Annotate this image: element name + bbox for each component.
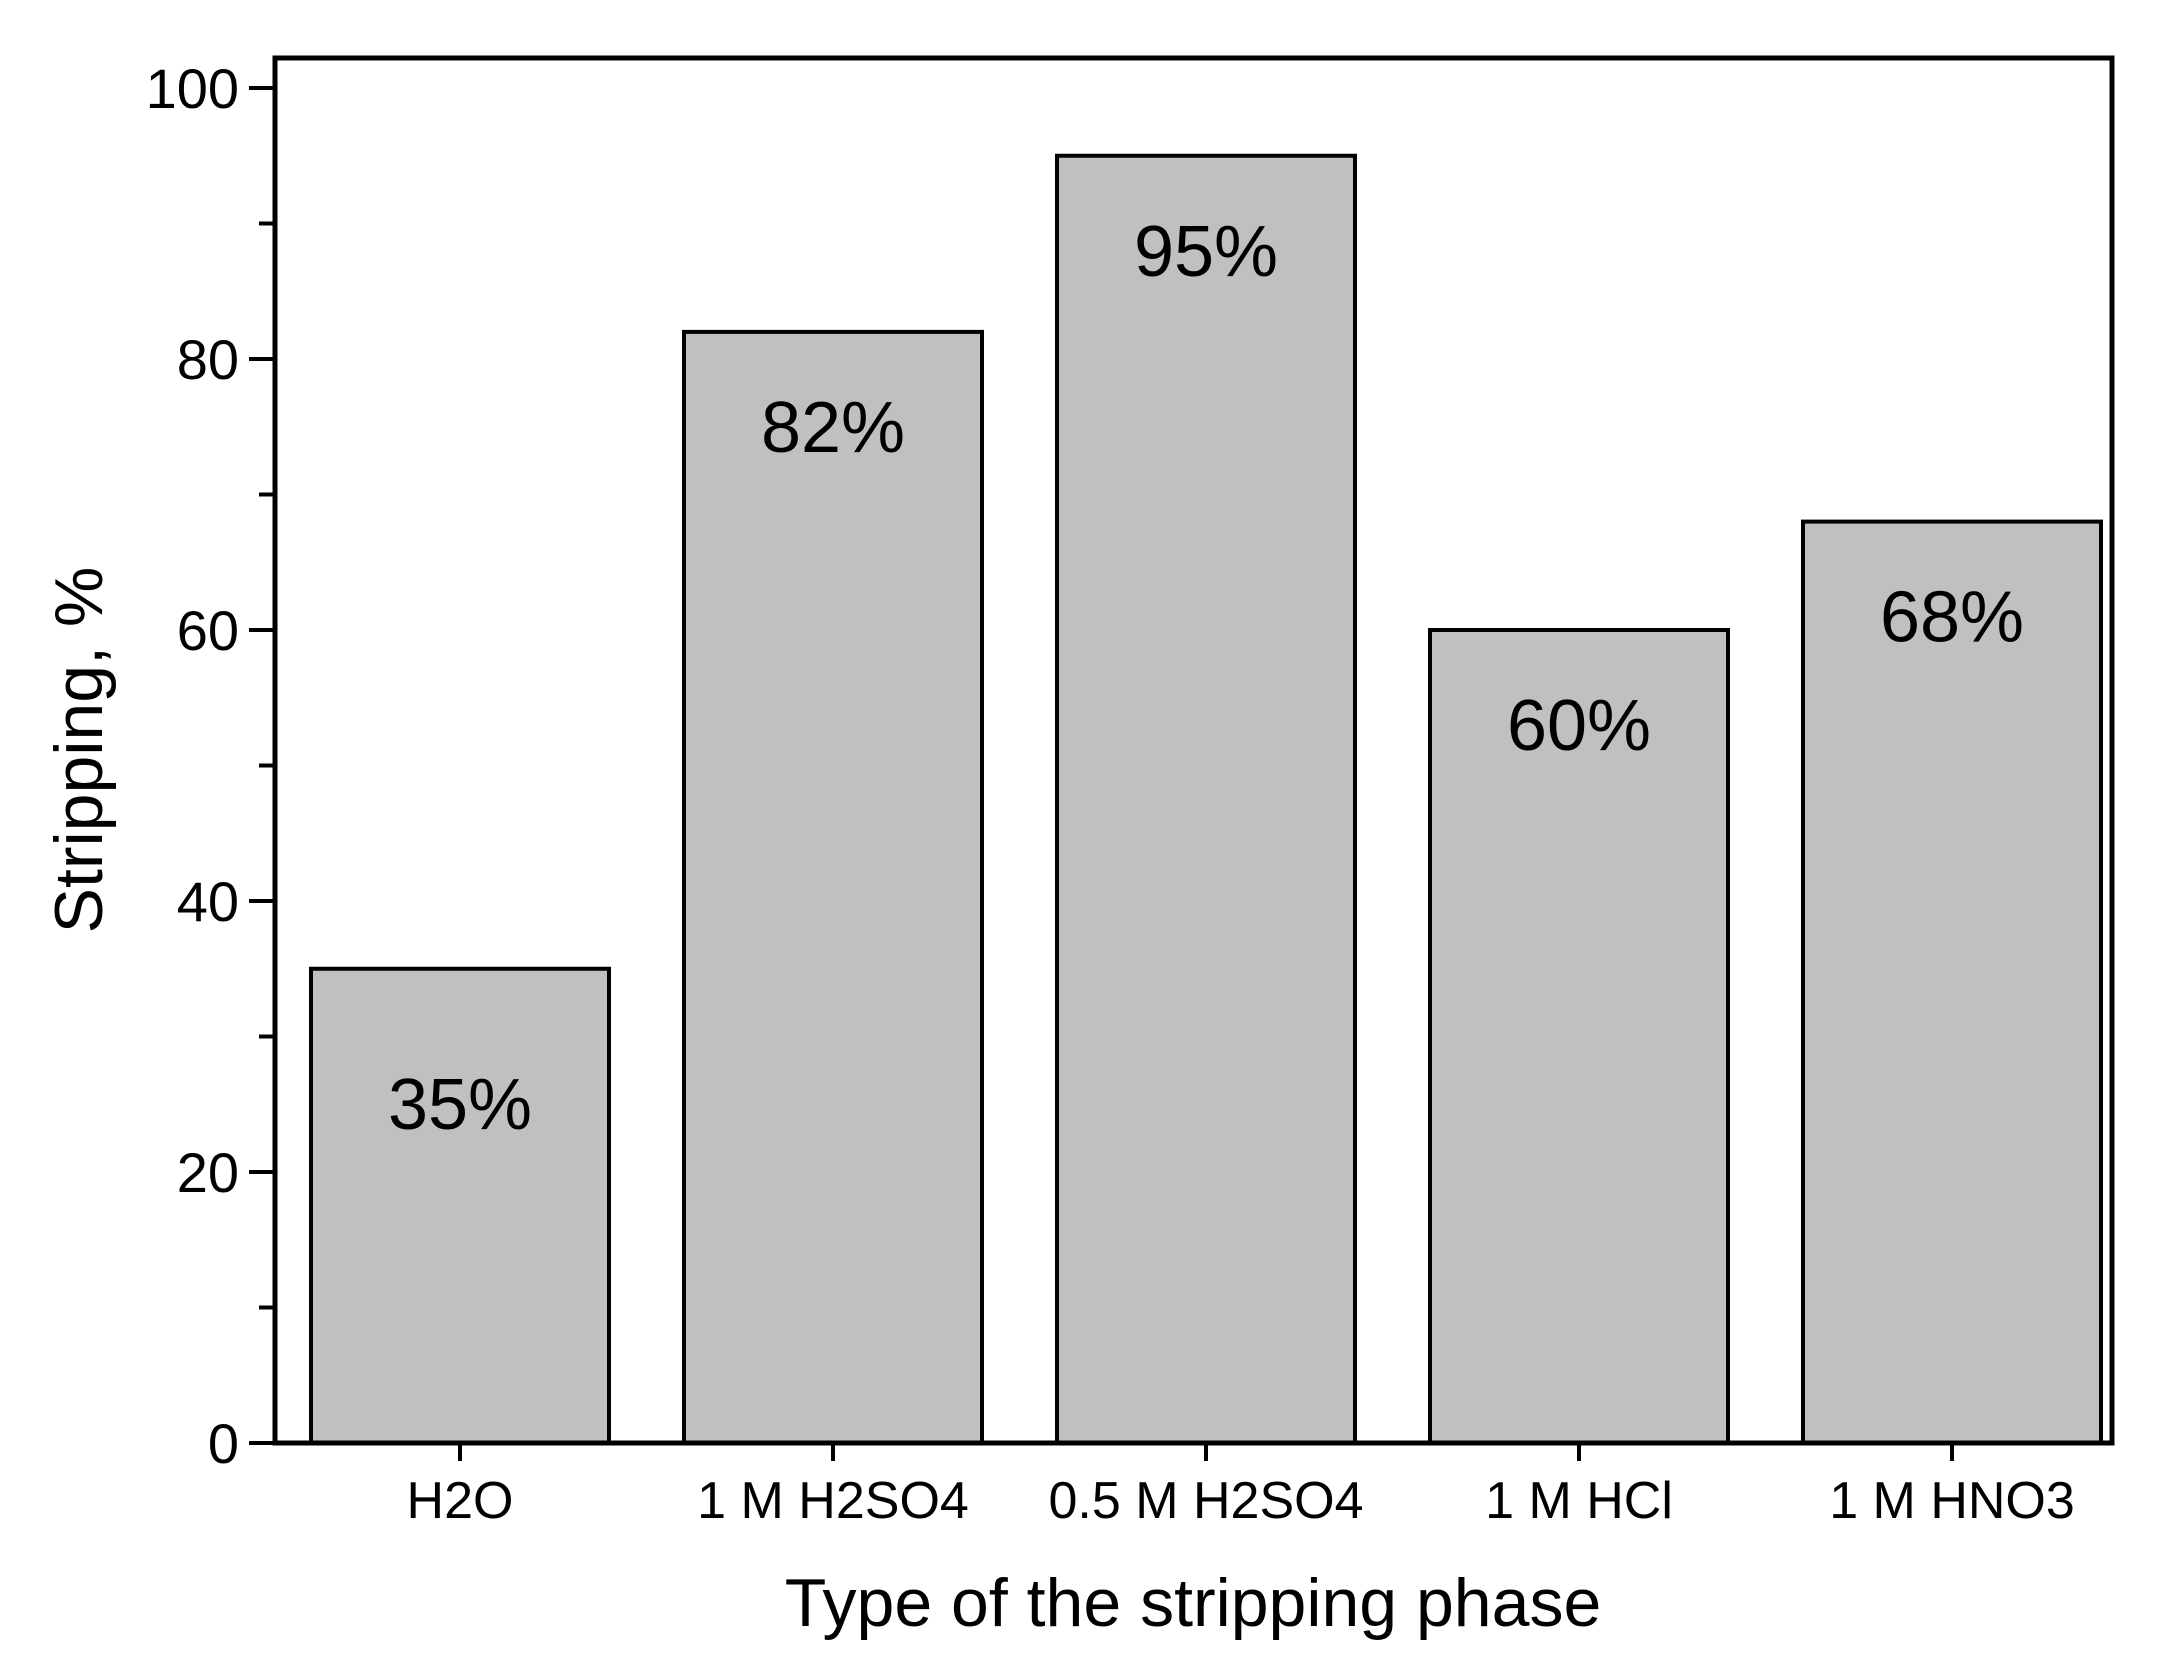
bar-value-label: 95% [1134,212,1278,292]
bar-value-label: 82% [761,388,905,468]
x-axis-title: Type of the stripping phase [785,1565,1602,1641]
bar [1801,519,2103,1445]
y-axis-title: Stripping, % [41,567,117,934]
value-labels-layer: 35% 82% 95% 60% 68% [388,212,2024,1145]
bar-value-label: 68% [1880,578,2024,658]
y-ticks-layer: 0 20 40 60 80 100 [146,57,1954,1475]
plot-frame [272,55,2115,1446]
bar-value-label: 60% [1507,686,1651,766]
x-category-label: H2O [407,1472,514,1530]
x-category-label: 1 M H2SO4 [697,1472,969,1530]
y-tick-label: 20 [177,1141,239,1204]
bar [309,966,611,1445]
x-category-label: 1 M HNO3 [1829,1472,2075,1530]
y-tick-label: 40 [177,870,239,933]
bar [1055,153,1357,1445]
bars-layer [309,153,2103,1445]
y-tick-label: 60 [177,599,239,662]
y-tick-label: 0 [208,1412,239,1475]
x-category-label: 0.5 M H2SO4 [1048,1472,1363,1530]
bar [682,329,984,1445]
bar [1428,628,1730,1445]
x-category-label: 1 M HCl [1485,1472,1673,1530]
y-tick-label: 80 [177,328,239,391]
y-tick-label: 100 [146,57,239,120]
x-category-labels-layer: H2O 1 M H2SO4 0.5 M H2SO4 1 M HCl 1 M HNO3 [407,1472,2075,1530]
bar-value-label: 35% [388,1065,532,1145]
